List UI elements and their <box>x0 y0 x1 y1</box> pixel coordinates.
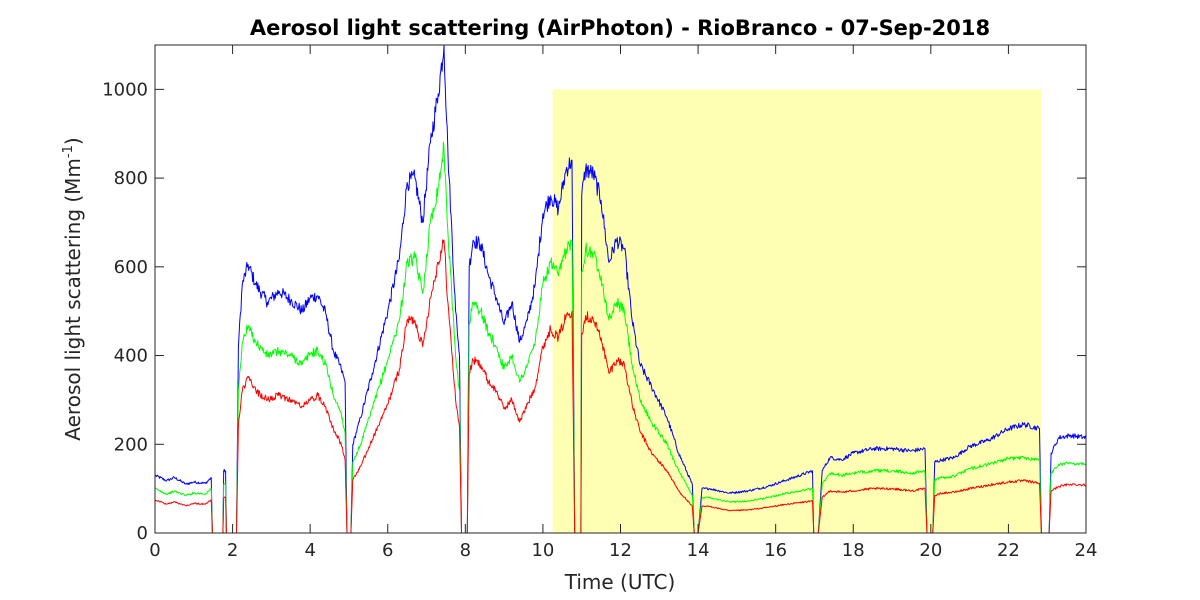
y-tick-label: 1000 <box>102 79 148 100</box>
y-tick-label: 600 <box>114 257 148 278</box>
x-tick-label: 0 <box>149 540 160 561</box>
x-tick-label: 6 <box>382 540 393 561</box>
y-axis-label-close: ) <box>61 137 85 145</box>
y-axis-ticks: 0 200 400 600 800 1000 <box>102 79 1086 544</box>
y-tick-label: 400 <box>114 346 148 367</box>
x-tick-label: 12 <box>609 540 632 561</box>
x-axis-ticks: 0 2 4 6 8 10 12 14 16 18 20 22 24 <box>149 45 1097 561</box>
x-tick-label: 4 <box>304 540 315 561</box>
x-tick-label: 16 <box>764 540 787 561</box>
y-axis-label: Aerosol light scattering (Mm-1) <box>61 137 85 440</box>
highlight-region <box>552 89 1042 533</box>
y-tick-label: 800 <box>114 168 148 189</box>
x-tick-label: 14 <box>687 540 710 561</box>
y-axis-label-main: Aerosol light scattering (Mm <box>61 158 85 441</box>
y-tick-label: 0 <box>137 523 148 544</box>
x-axis-label: Time (UTC) <box>564 570 676 594</box>
x-tick-label: 22 <box>997 540 1020 561</box>
y-axis-label-exponent: -1 <box>61 145 76 158</box>
x-tick-label: 18 <box>842 540 865 561</box>
x-tick-label: 2 <box>227 540 238 561</box>
chart-title: Aerosol light scattering (AirPhoton) - R… <box>250 16 990 40</box>
x-tick-label: 10 <box>531 540 554 561</box>
x-tick-label: 24 <box>1075 540 1098 561</box>
x-tick-label: 20 <box>919 540 942 561</box>
y-tick-label: 200 <box>114 434 148 455</box>
x-tick-label: 8 <box>460 540 471 561</box>
